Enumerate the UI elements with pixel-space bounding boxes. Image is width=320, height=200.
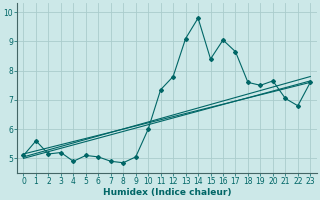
X-axis label: Humidex (Indice chaleur): Humidex (Indice chaleur) [103,188,231,197]
